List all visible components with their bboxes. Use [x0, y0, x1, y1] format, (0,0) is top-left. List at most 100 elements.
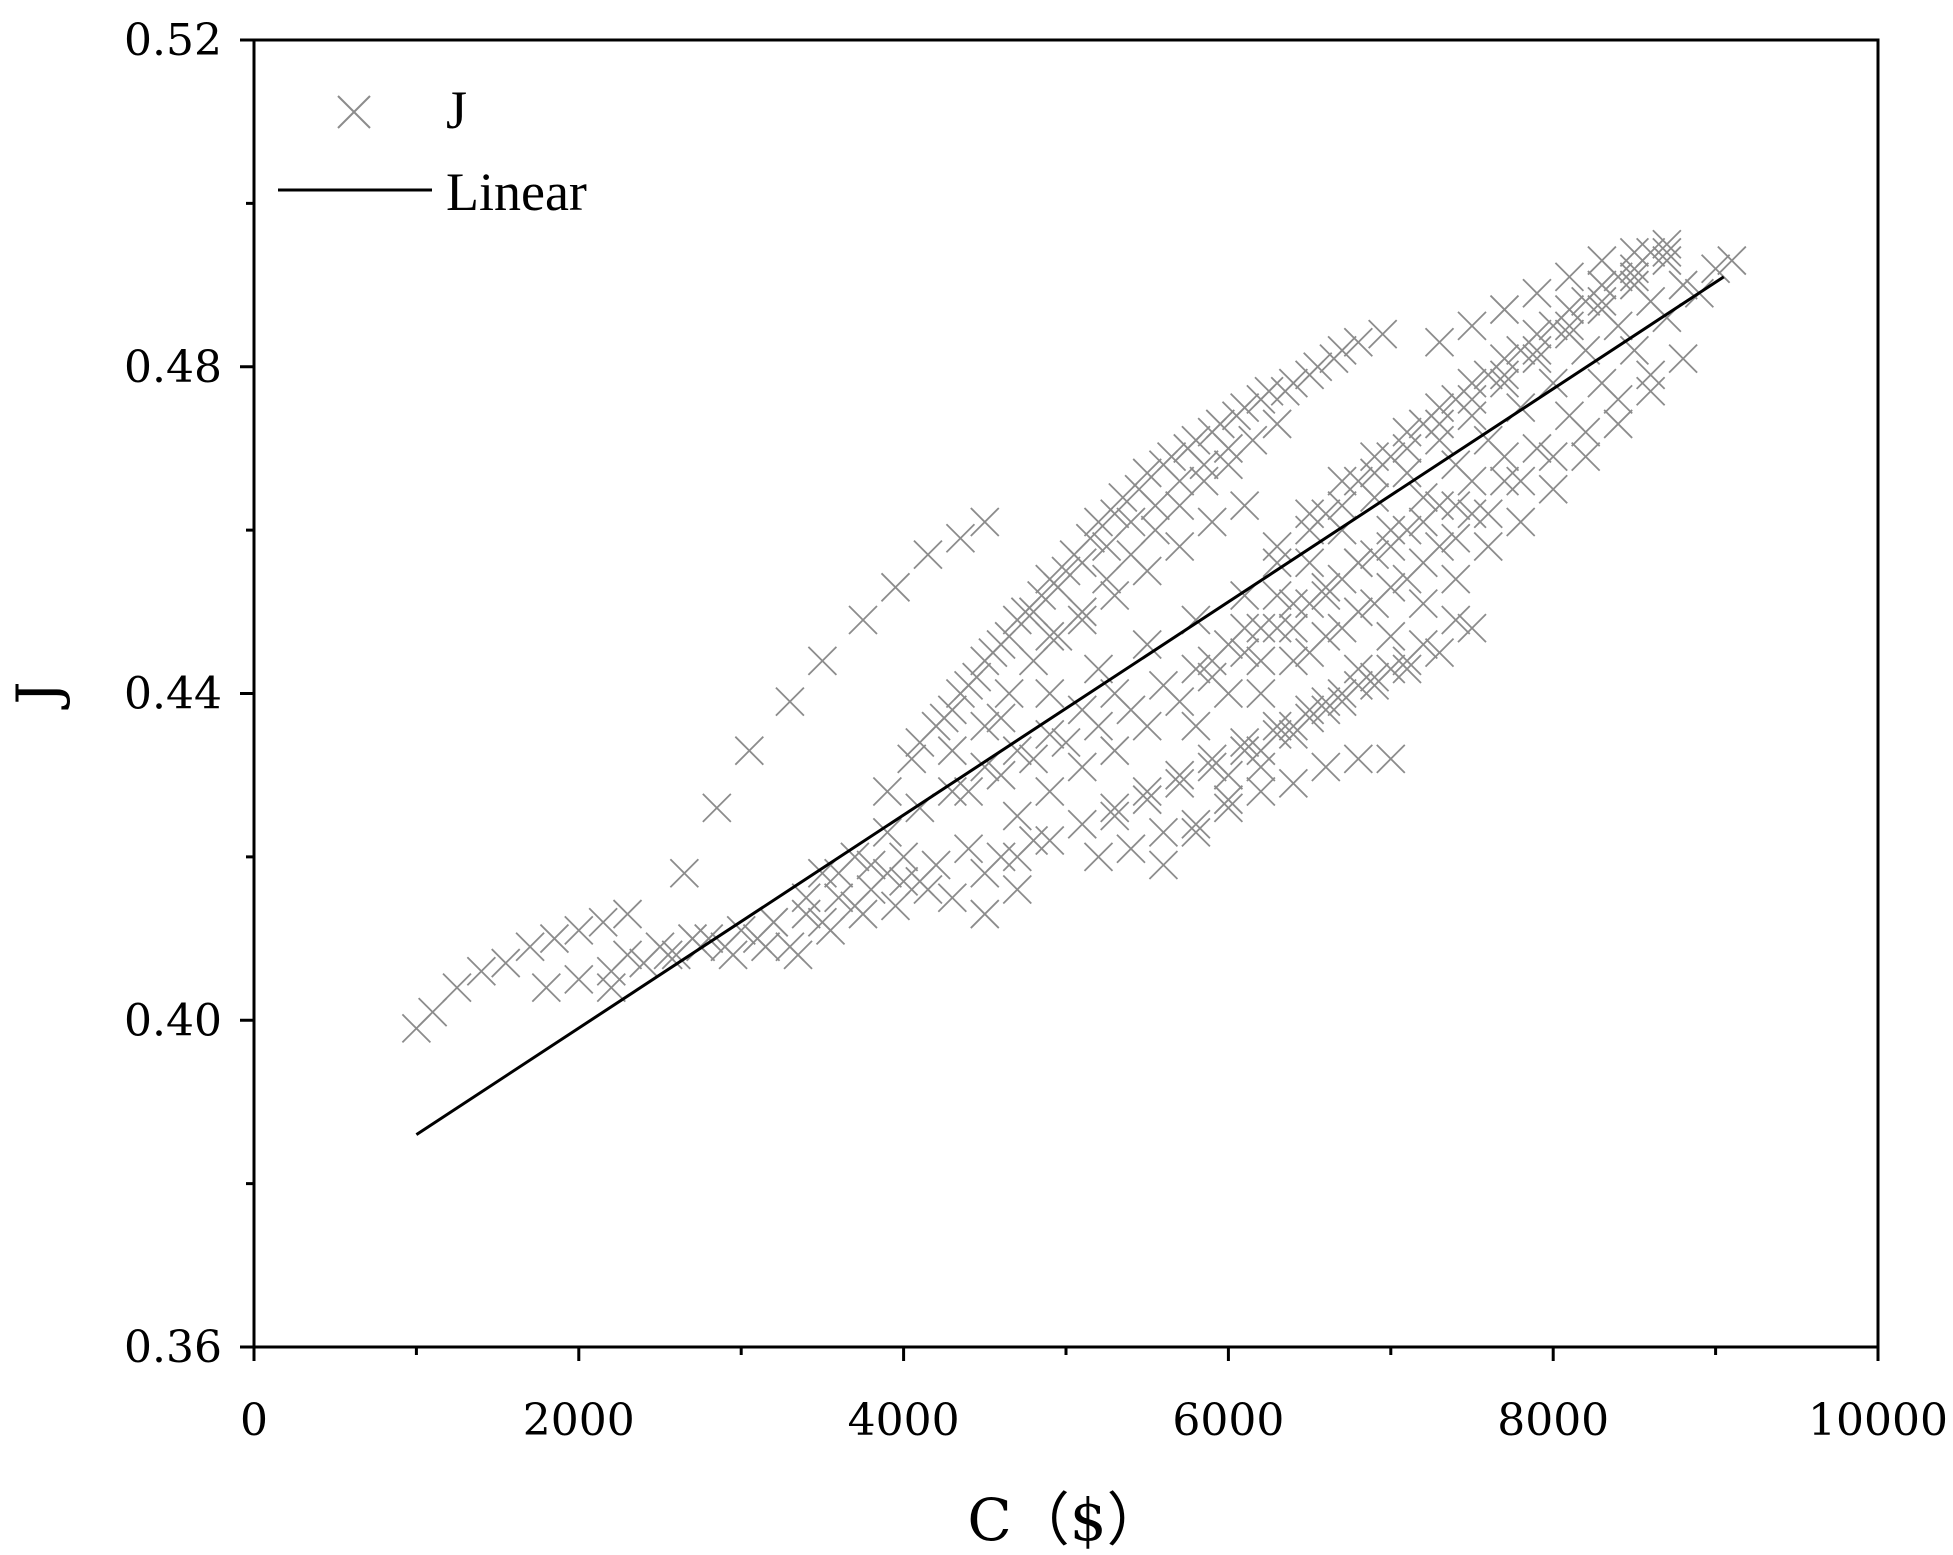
data-point: [970, 752, 1000, 782]
data-point: [1230, 490, 1260, 521]
data-point: [1408, 629, 1438, 660]
data-point: [937, 736, 967, 766]
data-point: [1083, 507, 1114, 537]
data-point: [588, 907, 618, 937]
data-point: [1035, 564, 1065, 594]
data-point: [1424, 409, 1455, 439]
data-point: [1002, 842, 1032, 872]
data-point: [1294, 499, 1325, 529]
data-point: [1538, 441, 1568, 472]
data-point: [1343, 466, 1373, 496]
data-point: [1473, 360, 1503, 390]
data-point: [1278, 646, 1308, 676]
data-point: [937, 776, 967, 807]
data-point: [1100, 580, 1130, 611]
linear-fit: [415, 275, 1725, 1136]
data-point: [1311, 695, 1341, 725]
data-point: [1165, 768, 1195, 798]
data-point: [1181, 711, 1211, 741]
data-point: [1278, 711, 1308, 741]
data-point: [596, 972, 626, 1003]
data-point: [1668, 343, 1698, 374]
data-point: [1278, 589, 1308, 619]
data-point: [1165, 760, 1195, 790]
data-point: [1408, 409, 1438, 439]
data-point: [913, 874, 943, 905]
data-point: [1538, 311, 1568, 341]
data-point: [1018, 597, 1049, 627]
data-point: [1018, 646, 1049, 676]
data-point: [824, 883, 854, 913]
y-axis-ticks: 0.36 0.40 0.44 0.48 0.52: [124, 15, 254, 1373]
data-point: [945, 523, 976, 553]
data-point: [1132, 556, 1162, 586]
data-point: [1392, 654, 1422, 684]
data-point: [872, 817, 902, 848]
data-point: [1246, 776, 1276, 807]
data-point: [1181, 654, 1211, 684]
data-point: [1587, 294, 1617, 325]
data-point: [1700, 254, 1731, 284]
data-point: [531, 972, 561, 1003]
data-point: [1343, 670, 1373, 700]
data-point: [1473, 531, 1503, 562]
data-point: [1294, 638, 1325, 668]
data-point: [1538, 368, 1568, 398]
data-point: [1327, 335, 1357, 366]
data-point: [1368, 319, 1398, 349]
legend: J Linear: [278, 80, 587, 222]
data-point: [1376, 744, 1406, 774]
data-point: [1230, 613, 1260, 643]
data-point: [539, 923, 570, 954]
data-point: [1230, 638, 1260, 668]
data-point: [1457, 499, 1487, 529]
data-point: [913, 539, 943, 570]
data-point: [1554, 262, 1585, 292]
data-point: [1441, 564, 1471, 594]
data-point: [1424, 531, 1455, 562]
data-point: [1148, 817, 1179, 848]
data-point: [962, 662, 992, 692]
data-point: [702, 793, 732, 823]
data-point: [1392, 564, 1422, 594]
data-point: [1506, 466, 1536, 496]
data-point: [491, 948, 521, 978]
data-point: [1392, 433, 1422, 464]
data-point: [1652, 245, 1682, 276]
data-point: [1619, 270, 1650, 300]
data-point: [1359, 539, 1390, 570]
data-point: [1489, 466, 1520, 496]
data-point: [953, 834, 984, 864]
data-point: [1441, 605, 1471, 635]
plot-frame: [252, 38, 1880, 1349]
data-point: [1457, 613, 1487, 643]
data-point: [1636, 376, 1666, 406]
data-point: [1587, 368, 1617, 398]
data-point: [1441, 450, 1471, 480]
data-point: [1132, 776, 1162, 807]
data-point: [1083, 842, 1114, 872]
data-point: [1457, 311, 1487, 341]
data-point: [1262, 711, 1292, 741]
scatter-points: [401, 229, 1747, 1044]
data-point: [1100, 801, 1130, 831]
data-point: [1132, 785, 1162, 815]
data-point: [1246, 646, 1276, 676]
data-point: [1473, 425, 1503, 455]
data-point: [791, 899, 821, 929]
x-tick-label: 8000: [1497, 1395, 1609, 1446]
data-point: [1262, 548, 1292, 578]
legend-label-linear: Linear: [446, 162, 587, 222]
data-point: [1619, 262, 1650, 292]
data-point: [1278, 368, 1308, 398]
data-point: [1359, 441, 1390, 472]
data-point: [1571, 441, 1601, 472]
data-point: [466, 956, 496, 986]
data-point: [1522, 278, 1552, 308]
data-point: [1059, 539, 1089, 570]
data-point: [1359, 589, 1390, 619]
data-point: [905, 727, 935, 758]
data-point: [1327, 466, 1357, 496]
data-point: [1132, 711, 1162, 741]
y-tick-label: 0.40: [124, 995, 222, 1046]
